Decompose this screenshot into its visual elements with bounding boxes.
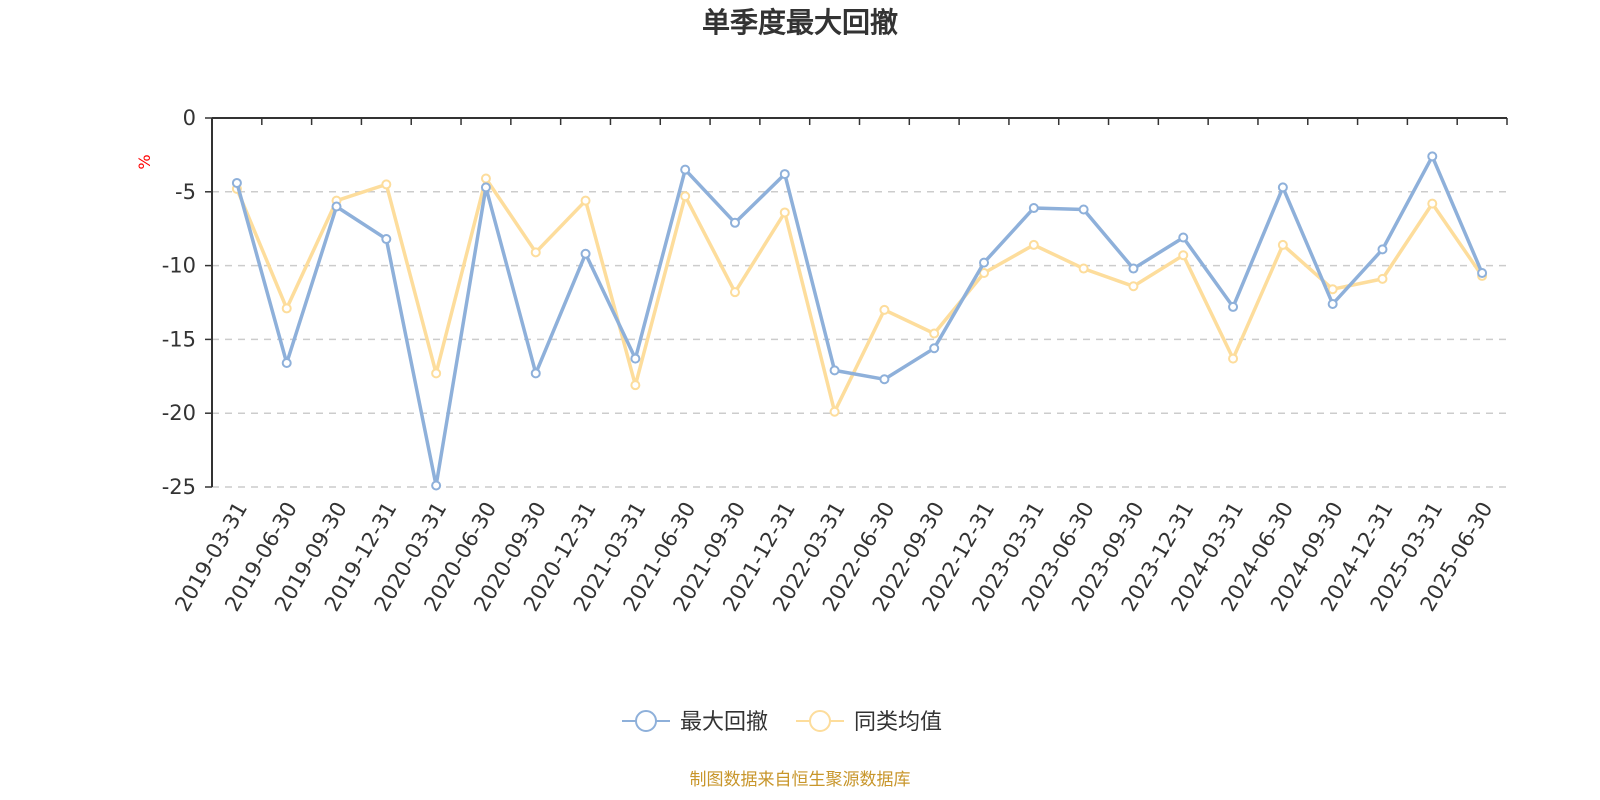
data-point-0-5 bbox=[480, 182, 491, 193]
series-0 bbox=[231, 151, 1488, 491]
legend[interactable]: 最大回撤 同类均值 bbox=[622, 710, 942, 735]
data-point-0-9 bbox=[680, 164, 691, 175]
data-point-0-12 bbox=[829, 365, 840, 376]
data-point-0-0 bbox=[231, 177, 242, 188]
legend-item-1[interactable]: 同类均值 bbox=[796, 710, 942, 735]
data-point-0-4 bbox=[431, 480, 442, 491]
data-point-1-16 bbox=[1028, 239, 1039, 250]
data-point-1-15 bbox=[979, 267, 990, 278]
data-point-0-18 bbox=[1128, 263, 1139, 274]
data-point-1-12 bbox=[829, 406, 840, 417]
data-point-1-1 bbox=[281, 303, 292, 314]
data-point-1-9 bbox=[680, 191, 691, 202]
legend-marker-1 bbox=[809, 710, 831, 732]
y-tick-label-4: -20 bbox=[162, 401, 196, 425]
data-point-0-2 bbox=[331, 201, 342, 212]
data-point-1-11 bbox=[779, 207, 790, 218]
data-point-1-5 bbox=[480, 173, 491, 184]
data-point-1-18 bbox=[1128, 281, 1139, 292]
data-point-0-24 bbox=[1427, 151, 1438, 162]
data-point-0-6 bbox=[530, 368, 541, 379]
data-point-1-23 bbox=[1377, 273, 1388, 284]
data-point-0-21 bbox=[1277, 182, 1288, 193]
series-1 bbox=[231, 173, 1488, 417]
legend-item-0[interactable]: 最大回撤 bbox=[622, 710, 768, 735]
data-point-0-16 bbox=[1028, 203, 1039, 214]
data-point-1-19 bbox=[1178, 250, 1189, 261]
data-point-0-7 bbox=[580, 248, 591, 259]
x-axis-ticks: 2019-03-312019-06-302019-09-302019-12-31… bbox=[170, 118, 1508, 615]
y-tick-label-5: -25 bbox=[162, 475, 196, 499]
data-point-0-13 bbox=[879, 374, 890, 385]
data-point-1-3 bbox=[381, 179, 392, 190]
series-line-1 bbox=[235, 176, 1484, 414]
data-point-1-22 bbox=[1327, 284, 1338, 295]
data-point-0-25 bbox=[1477, 267, 1488, 278]
data-point-1-10 bbox=[729, 287, 740, 298]
data-point-0-15 bbox=[979, 257, 990, 268]
data-point-0-3 bbox=[381, 234, 392, 245]
data-point-0-14 bbox=[929, 343, 940, 354]
legend-label-0: 最大回撤 bbox=[680, 710, 768, 735]
y-tick-label-1: -5 bbox=[175, 180, 196, 204]
legend-marker-0 bbox=[635, 710, 657, 732]
data-source-note: 制图数据来自恒生聚源数据库 bbox=[690, 770, 911, 790]
data-point-1-20 bbox=[1228, 353, 1239, 364]
data-point-1-4 bbox=[431, 368, 442, 379]
legend-label-1: 同类均值 bbox=[854, 710, 942, 735]
data-point-1-17 bbox=[1078, 263, 1089, 274]
data-point-0-19 bbox=[1178, 232, 1189, 243]
series-layer bbox=[231, 151, 1488, 491]
data-point-0-8 bbox=[630, 353, 641, 364]
axes bbox=[211, 117, 1507, 487]
y-axis-ticks: 0 -5 -10 -15 -20 -25 bbox=[162, 106, 212, 499]
data-point-0-20 bbox=[1228, 301, 1239, 312]
y-tick-label-3: -15 bbox=[162, 327, 196, 351]
grid-lines bbox=[212, 191, 1507, 488]
y-tick-label-2: -10 bbox=[162, 254, 196, 278]
data-point-1-13 bbox=[879, 304, 890, 315]
data-point-1-6 bbox=[530, 247, 541, 258]
y-tick-label-0: 0 bbox=[183, 106, 196, 130]
y-axis-unit: % bbox=[135, 154, 154, 169]
data-point-1-21 bbox=[1277, 239, 1288, 250]
data-point-1-8 bbox=[630, 380, 641, 391]
data-point-1-7 bbox=[580, 195, 591, 206]
data-point-0-23 bbox=[1377, 244, 1388, 255]
series-line-0 bbox=[235, 154, 1484, 488]
data-point-0-17 bbox=[1078, 204, 1089, 215]
data-point-1-24 bbox=[1427, 198, 1438, 209]
data-point-1-14 bbox=[929, 328, 940, 339]
data-point-0-11 bbox=[779, 169, 790, 180]
chart-title: 单季度最大回撤 bbox=[702, 6, 898, 39]
data-point-0-10 bbox=[729, 217, 740, 228]
data-point-0-1 bbox=[281, 358, 292, 369]
data-point-0-22 bbox=[1327, 298, 1338, 309]
